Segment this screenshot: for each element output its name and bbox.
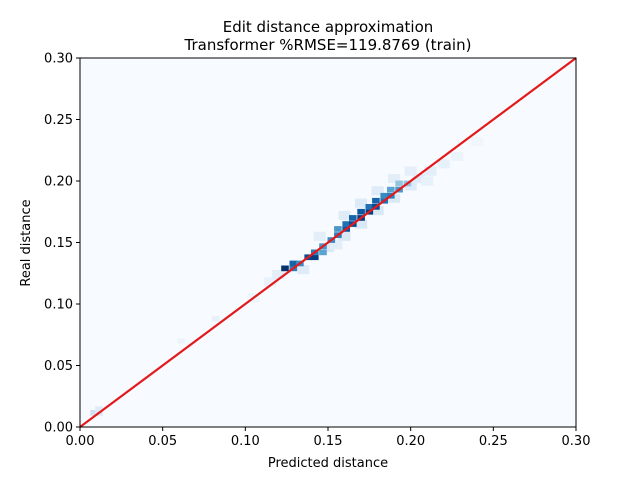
density-cell [90, 410, 98, 416]
density-haze-cell [470, 137, 483, 147]
density-haze-cell [264, 277, 277, 287]
density-cell [311, 254, 319, 261]
y-tick-label: 0.15 [44, 236, 73, 251]
x-tick-label: 0.30 [562, 434, 591, 449]
density-haze-cell [313, 231, 326, 241]
density-cell [357, 208, 365, 215]
density-cell [342, 221, 350, 227]
x-tick-label: 0.00 [66, 434, 95, 449]
x-axis: 0.00 0.05 0.10 0.15 0.20 0.25 0.30 [66, 427, 591, 449]
x-tick-label: 0.20 [396, 434, 425, 449]
density-haze-cell [355, 198, 368, 208]
density-cell [177, 338, 185, 344]
density-cell [349, 215, 357, 221]
density-cell [211, 315, 220, 322]
density-cell [319, 249, 327, 256]
density-haze-cell [338, 231, 351, 241]
density-cell [281, 265, 289, 272]
density-haze-cell [371, 186, 384, 196]
density-haze-cell [421, 176, 434, 186]
y-tick-label: 0.05 [44, 359, 73, 374]
density-haze-cell [371, 206, 384, 216]
chart-subtitle: Transformer %RMSE=119.8769 (train) [184, 36, 472, 54]
density-haze-cell [355, 219, 368, 229]
x-tick-label: 0.15 [314, 434, 343, 449]
density-haze-cell [437, 159, 450, 169]
density-cell [95, 406, 103, 412]
density-cell [334, 226, 342, 232]
density-haze-cell [330, 240, 343, 250]
x-axis-label: Predicted distance [268, 456, 388, 471]
density-haze-cell [321, 242, 335, 252]
x-tick-label: 0.25 [479, 434, 508, 449]
density-cell [380, 192, 388, 199]
y-tick-label: 0.10 [44, 298, 73, 313]
reference-line [79, 57, 577, 428]
density-haze-cell [338, 210, 351, 220]
density-haze-cell [450, 151, 464, 161]
y-tick-label: 0.00 [44, 421, 73, 436]
y-axis-label: Real distance [19, 199, 34, 286]
x-tick-label: 0.10 [231, 434, 260, 449]
density-cell [289, 260, 298, 267]
density-haze-cell [272, 270, 285, 280]
density-haze-cell [297, 265, 310, 275]
x-tick-label: 0.05 [148, 434, 177, 449]
density-haze-cell [388, 174, 401, 184]
density-cell [395, 180, 403, 187]
density-cell [387, 186, 395, 193]
y-tick-label: 0.25 [44, 113, 73, 128]
chart-title: Edit distance approximation [223, 18, 434, 36]
density-cell [372, 197, 380, 204]
y-tick-label: 0.20 [44, 175, 73, 190]
density-haze-cell [424, 166, 437, 176]
density-haze-cell [404, 166, 417, 176]
plot-area [79, 57, 577, 428]
y-axis: 0.00 0.05 0.10 0.15 0.20 0.25 0.30 [44, 52, 80, 436]
density-haze-cell [412, 174, 425, 184]
density-cell [365, 204, 374, 210]
y-tick-label: 0.30 [44, 52, 73, 67]
